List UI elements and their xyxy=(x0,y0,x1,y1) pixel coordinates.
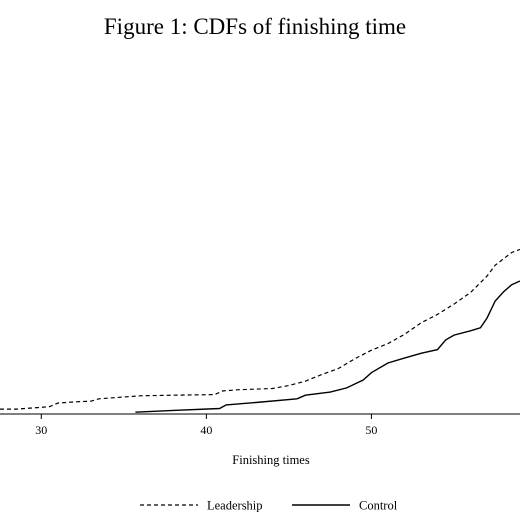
x-tick-label-50: 50 xyxy=(365,423,377,437)
legend-label-control: Control xyxy=(359,499,398,513)
x-tick-label-40: 40 xyxy=(200,423,212,437)
chart-title: Figure 1: CDFs of finishing time xyxy=(103,14,407,39)
x-axis-ticks: 30 40 50 xyxy=(35,414,377,437)
x-tick-label-30: 30 xyxy=(35,423,47,437)
x-axis-label: Finishing times xyxy=(232,453,310,467)
series-layer xyxy=(0,248,520,413)
legend: Leadership Control xyxy=(140,499,398,513)
series-line-leadership xyxy=(0,248,520,410)
legend-label-leadership: Leadership xyxy=(207,499,263,513)
series-line-control xyxy=(135,280,520,413)
